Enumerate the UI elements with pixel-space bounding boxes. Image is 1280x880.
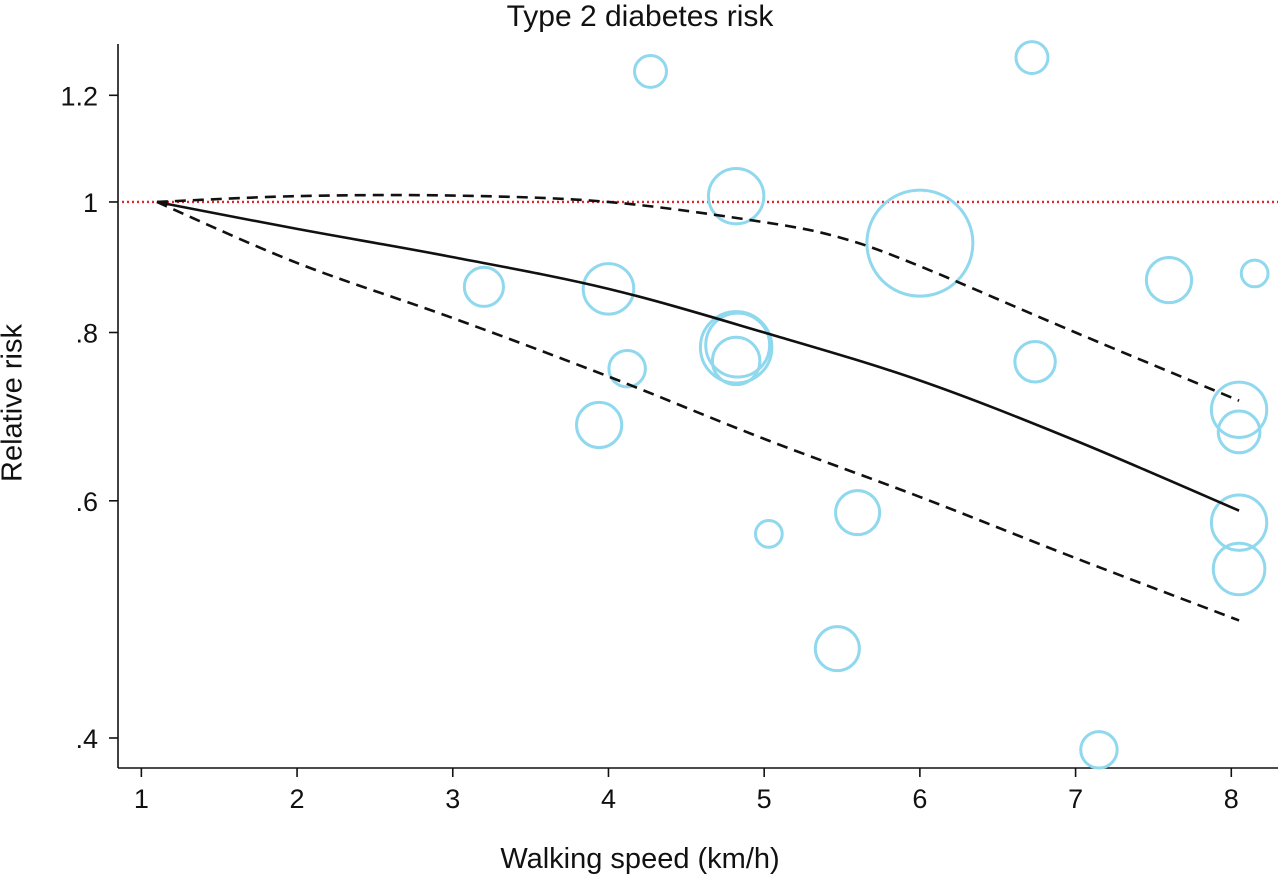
- x-tick-label: 4: [601, 784, 616, 814]
- x-tick-label: 3: [445, 784, 460, 814]
- x-tick-label: 2: [290, 784, 305, 814]
- x-tick-label: 6: [912, 784, 927, 814]
- ci-bound-line: [156, 200, 1240, 622]
- study-marker: [753, 519, 784, 549]
- study-marker: [834, 489, 882, 537]
- study-marker: [1013, 340, 1057, 384]
- study-marker: [865, 188, 975, 298]
- study-marker: [710, 335, 762, 387]
- study-marker: [1209, 493, 1269, 552]
- study-marker: [698, 310, 774, 385]
- x-tick-label: 1: [134, 784, 149, 814]
- study-marker: [1216, 409, 1262, 455]
- x-tick-label: 5: [757, 784, 772, 814]
- x-axis-label: Walking speed (km/h): [500, 843, 780, 875]
- study-marker: [633, 53, 668, 89]
- y-axis-label: Relative risk: [0, 324, 29, 482]
- y-tick-label: .4: [75, 724, 98, 754]
- y-tick-label: 1.2: [60, 81, 98, 111]
- study-marker: [1239, 258, 1270, 289]
- study-marker: [1014, 40, 1050, 76]
- study-marker: [704, 311, 772, 379]
- ci-bound-line: [156, 193, 1240, 402]
- estimate-line: [156, 200, 1240, 512]
- study-marker: [1209, 380, 1269, 439]
- study-marker: [706, 166, 766, 226]
- y-tick-label: .6: [75, 487, 98, 517]
- study-marker: [462, 265, 505, 308]
- y-tick-label: .8: [75, 319, 98, 349]
- y-tick-label: 1: [83, 188, 98, 218]
- study-marker: [1079, 730, 1119, 770]
- x-tick-label: 7: [1068, 784, 1083, 814]
- study-marker: [1144, 255, 1194, 305]
- study-marker: [575, 400, 624, 450]
- study-marker: [607, 348, 647, 389]
- study-marker: [581, 262, 636, 316]
- study-marker: [1211, 541, 1267, 597]
- study-marker: [813, 625, 861, 673]
- x-tick-label: 8: [1224, 784, 1239, 814]
- chart-title: Type 2 diabetes risk: [506, 0, 774, 33]
